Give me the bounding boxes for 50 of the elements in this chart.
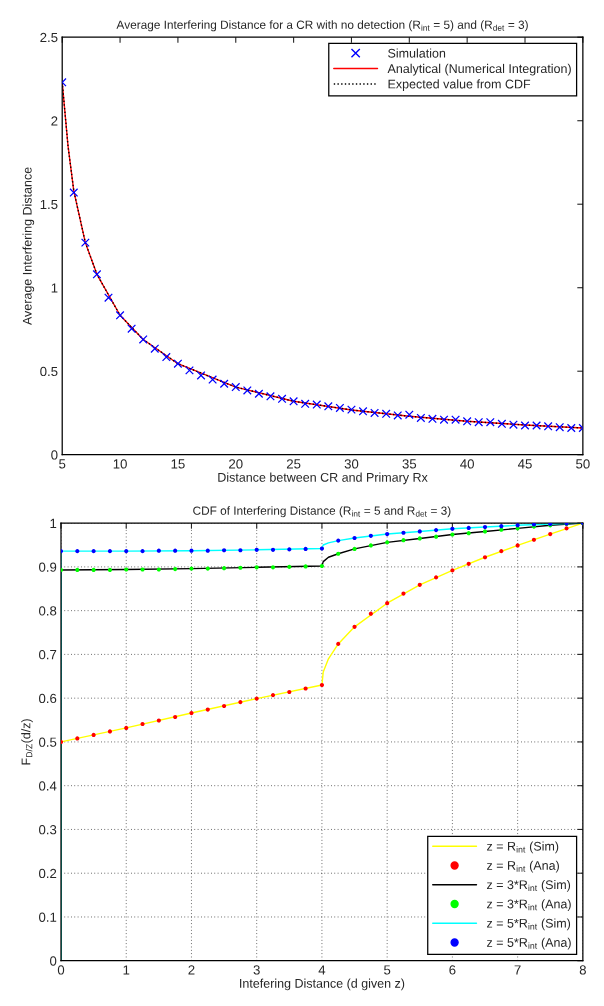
- x-tick-label: 5: [384, 965, 391, 975]
- legend-label: Analytical (Numerical Integration): [387, 63, 571, 76]
- legend-label: z = R$_{int}$ (Sim): [486, 841, 559, 854]
- x-tick-label: 2: [188, 965, 195, 975]
- y-tick-label: 2: [51, 116, 58, 126]
- x-tick-label: 20: [229, 459, 243, 469]
- y-tick-label: 0.5: [40, 366, 58, 377]
- x-tick-label: 40: [460, 459, 474, 469]
- y-tick-label: 0.6: [39, 693, 57, 704]
- x-tick-label: 50: [576, 459, 590, 469]
- x-tick-label: 15: [171, 459, 185, 469]
- legend-label: z = 3*R$_{int}$ (Ana): [486, 899, 571, 911]
- y-tick-label: 0: [51, 450, 58, 460]
- chart-title: CDF of Interfering Distance (R$_{int}$ = 5 and R$_{det}$ = 3): [193, 506, 451, 518]
- y-tick-label: 1: [50, 518, 57, 528]
- legend-label: Simulation: [388, 48, 446, 58]
- y-tick-label: 2.5: [40, 32, 58, 43]
- y-tick-label: 1: [51, 283, 58, 293]
- x-tick-label: 5: [59, 459, 66, 469]
- legend-label: z = 5*R$_{int}$ (Sim): [486, 918, 571, 931]
- y-tick-label: 1.5: [40, 199, 58, 210]
- chart-title: Average Interfering Distance for a CR with no detection (R$_{int}$ = 5) and (R$_{det}$ = 3): [116, 20, 528, 32]
- x-tick-label: 25: [286, 459, 301, 469]
- x-tick-label: 6: [449, 965, 456, 975]
- x-tick-label: 10: [113, 459, 127, 469]
- y-tick-label: 0.5: [39, 737, 57, 747]
- y-tick-label: 0.3: [39, 825, 57, 835]
- x-tick-label: 7: [514, 965, 521, 975]
- y-tick-label: 0: [50, 956, 57, 966]
- x-axis-title: Distance between CR and Primary Rx: [218, 472, 428, 485]
- x-tick-label: 8: [579, 965, 586, 975]
- x-tick-label: 35: [402, 459, 417, 469]
- y-tick-label: 0.8: [39, 606, 57, 616]
- legend-label: z = 5*R$_{int}$ (Ana): [486, 937, 571, 950]
- x-tick-label: 30: [344, 459, 359, 469]
- x-tick-label: 4: [318, 965, 326, 975]
- y-axis-title: F$_{D/Z}$(d/z): [21, 719, 33, 765]
- y-tick-label: 0.7: [39, 649, 57, 660]
- y-tick-label: 0.1: [39, 912, 57, 922]
- y-axis-title: Average Interfering Distance: [22, 167, 35, 326]
- x-axis-title: Intefering Distance (d given z): [240, 978, 405, 991]
- x-tick-label: 45: [517, 459, 532, 469]
- y-tick-label: 0.2: [39, 868, 57, 879]
- y-tick-label: 0.9: [39, 562, 57, 572]
- legend-label: z = 3*R$_{int}$ (Sim): [486, 879, 571, 892]
- x-tick-label: 3: [253, 965, 260, 975]
- legend-label: Expected value from CDF: [388, 79, 531, 91]
- legend-label: z = R$_{int}$ (Ana): [486, 860, 559, 873]
- y-tick-label: 0.4: [39, 781, 57, 791]
- x-tick-label: 1: [123, 965, 130, 975]
